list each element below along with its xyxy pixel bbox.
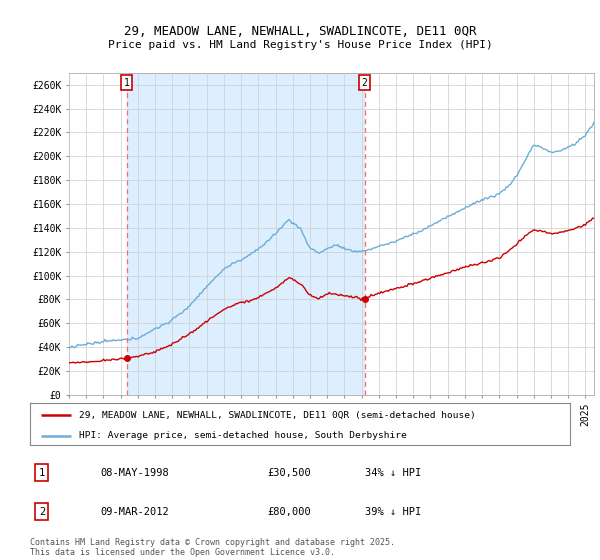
Text: HPI: Average price, semi-detached house, South Derbyshire: HPI: Average price, semi-detached house,… xyxy=(79,431,406,441)
Text: 2: 2 xyxy=(39,507,45,516)
Text: 09-MAR-2012: 09-MAR-2012 xyxy=(100,507,169,516)
Text: 29, MEADOW LANE, NEWHALL, SWADLINCOTE, DE11 0QR: 29, MEADOW LANE, NEWHALL, SWADLINCOTE, D… xyxy=(124,25,476,38)
Text: 2: 2 xyxy=(362,78,368,87)
Text: 39% ↓ HPI: 39% ↓ HPI xyxy=(365,507,421,516)
Text: £30,500: £30,500 xyxy=(268,468,311,478)
Text: Contains HM Land Registry data © Crown copyright and database right 2025.
This d: Contains HM Land Registry data © Crown c… xyxy=(30,538,395,557)
Text: 1: 1 xyxy=(124,78,130,87)
Text: 1: 1 xyxy=(39,468,45,478)
Text: Price paid vs. HM Land Registry's House Price Index (HPI): Price paid vs. HM Land Registry's House … xyxy=(107,40,493,50)
Bar xyxy=(127,73,365,395)
Text: 08-MAY-1998: 08-MAY-1998 xyxy=(100,468,169,478)
Text: £80,000: £80,000 xyxy=(268,507,311,516)
Text: 29, MEADOW LANE, NEWHALL, SWADLINCOTE, DE11 0QR (semi-detached house): 29, MEADOW LANE, NEWHALL, SWADLINCOTE, D… xyxy=(79,410,475,419)
Text: 34% ↓ HPI: 34% ↓ HPI xyxy=(365,468,421,478)
